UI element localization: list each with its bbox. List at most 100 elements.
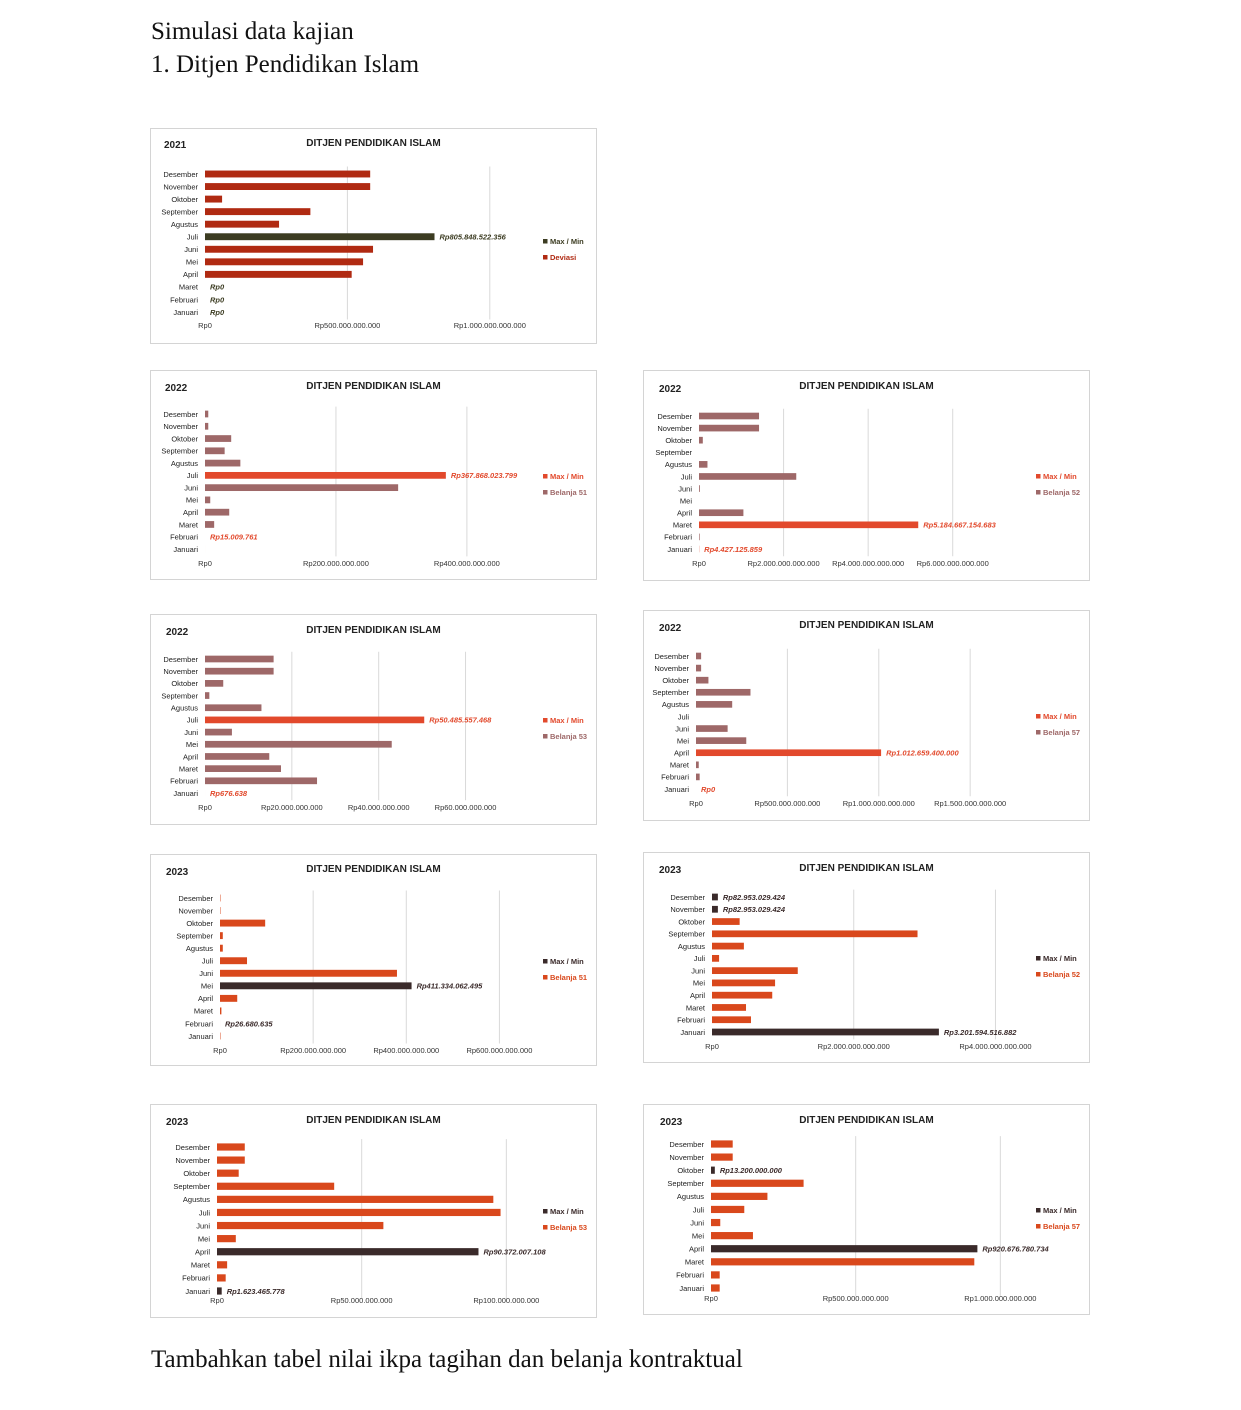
axis-tick-label: Rp200.000.000.000 — [303, 559, 369, 568]
legend-swatch — [1036, 474, 1041, 479]
bar-november — [699, 424, 760, 432]
legend-swatch — [1036, 956, 1041, 961]
category-label: Mei — [186, 258, 198, 267]
bar-november — [711, 1153, 733, 1161]
category-label: November — [657, 424, 692, 433]
category-label: September — [161, 447, 198, 456]
legend-swatch — [543, 959, 548, 964]
data-label: Rp1.623.465.778 — [227, 1287, 286, 1296]
data-label: Rp805.848.522.356 — [440, 233, 507, 242]
axis-tick-label: Rp500.000.000.000 — [314, 321, 380, 330]
bar-april — [220, 994, 238, 1002]
category-label: Desember — [163, 410, 198, 419]
category-label: Mei — [677, 736, 689, 745]
bar-oktober — [711, 1166, 715, 1174]
bar-april — [711, 1245, 978, 1253]
bar-juli — [205, 471, 446, 479]
bar-oktober — [217, 1169, 239, 1177]
axis-tick-label: Rp200.000.000.000 — [280, 1046, 346, 1055]
bar-desember — [712, 893, 718, 901]
category-label: Oktober — [171, 434, 198, 443]
axis-tick-label: Rp50.000.000.000 — [331, 1296, 393, 1305]
axis-tick-label: Rp1.000.000.000.000 — [964, 1294, 1036, 1303]
bar-januari — [712, 1028, 939, 1036]
axis-tick-label: Rp2.000.000.000.000 — [747, 559, 819, 568]
bar-juli — [217, 1208, 501, 1217]
bar-oktober — [220, 919, 266, 927]
legend-label: Max / Min — [550, 472, 584, 481]
category-label: Februari — [664, 533, 692, 542]
bar-mei — [205, 258, 364, 266]
bar-februari — [711, 1271, 720, 1279]
bar-juni — [699, 485, 700, 492]
legend-label: Deviasi — [550, 253, 576, 262]
axis-tick-label: Rp0 — [689, 799, 703, 808]
bar-april — [696, 749, 882, 757]
legend-swatch — [543, 255, 548, 260]
axis-tick-label: Rp0 — [210, 1296, 224, 1305]
bar-mei — [712, 979, 776, 987]
category-label: September — [655, 448, 692, 457]
legend-label: Belanja 53 — [550, 1223, 587, 1232]
legend-label: Max / Min — [550, 957, 584, 966]
legend-swatch — [1036, 490, 1041, 495]
axis-tick-label: Rp1.000.000.000.000 — [843, 799, 915, 808]
category-label: Mei — [692, 1231, 704, 1240]
bar-april — [217, 1248, 479, 1256]
bar-desember — [205, 655, 274, 663]
legend-swatch — [1036, 1224, 1041, 1229]
category-label: Juli — [202, 957, 214, 966]
bar-april — [699, 509, 744, 517]
bar-juli — [205, 233, 435, 241]
axis-tick-label: Rp0 — [213, 1046, 227, 1055]
category-label: April — [677, 509, 692, 518]
category-label: April — [690, 991, 705, 1000]
bar-chart: Rp0 Rp20.000.000.000 Rp40.000.000.000 Rp60.… — [161, 651, 587, 812]
document-footer-text: Tambahkan tabel nilai ikpa tagihan dan b… — [151, 1346, 743, 1373]
data-label: Rp82.953.029.424 — [723, 893, 786, 902]
axis-tick-label: Rp0 — [198, 559, 212, 568]
legend-label: Belanja 53 — [550, 732, 587, 741]
bar-september — [205, 692, 210, 699]
data-label: Rp367.868.023.799 — [451, 471, 518, 480]
chart-year: 2022 — [659, 384, 682, 395]
category-label: Juni — [184, 245, 198, 254]
category-label: Maret — [686, 1003, 706, 1012]
chart-panel-2022-belanja-57: 2022 DITJEN PENDIDIKAN ISLAM Rp0 Rp500.00… — [643, 610, 1090, 821]
bar-september — [217, 1182, 335, 1190]
bar-september — [205, 208, 311, 216]
legend-swatch — [543, 734, 548, 739]
category-label: Juli — [199, 1208, 211, 1217]
data-label: Rp411.334.062.495 — [417, 982, 484, 991]
chart-year: 2022 — [166, 627, 189, 638]
category-label: Januari — [667, 545, 692, 554]
bar-april — [205, 753, 270, 760]
axis-tick-label: Rp400.000.000.000 — [434, 559, 500, 568]
bar-juli — [712, 954, 720, 962]
bar-maret — [217, 1261, 228, 1269]
bar-agustus — [712, 942, 744, 950]
category-label: November — [669, 1153, 704, 1162]
bar-november — [205, 422, 209, 430]
category-label: Desember — [670, 893, 705, 902]
category-label: Januari — [680, 1028, 705, 1037]
bar-november — [712, 905, 718, 913]
bar-agustus — [205, 459, 241, 467]
category-label: Juli — [187, 233, 199, 242]
category-label: Januari — [173, 789, 198, 798]
axis-tick-label: Rp400.000.000.000 — [373, 1046, 439, 1055]
chart-year: 2022 — [165, 383, 188, 394]
bar-oktober — [699, 436, 703, 444]
axis-tick-label: Rp1.500.000.000.000 — [934, 799, 1006, 808]
axis-tick-label: Rp100.000.000.000 — [473, 1296, 539, 1305]
bar-april — [712, 991, 773, 999]
data-label: Rp920.676.780.734 — [982, 1245, 1049, 1254]
axis-tick-label: Rp40.000.000.000 — [348, 803, 410, 812]
category-label: Agustus — [183, 1195, 210, 1204]
chart-panel-2022-belanja-52: 2022 DITJEN PENDIDIKAN ISLAM Rp0 Rp2.000.… — [643, 370, 1090, 581]
category-label: April — [198, 994, 213, 1003]
bar-desember — [696, 652, 702, 660]
legend-swatch — [1036, 972, 1041, 977]
bar-agustus — [220, 944, 223, 952]
category-label: Agustus — [186, 944, 213, 953]
